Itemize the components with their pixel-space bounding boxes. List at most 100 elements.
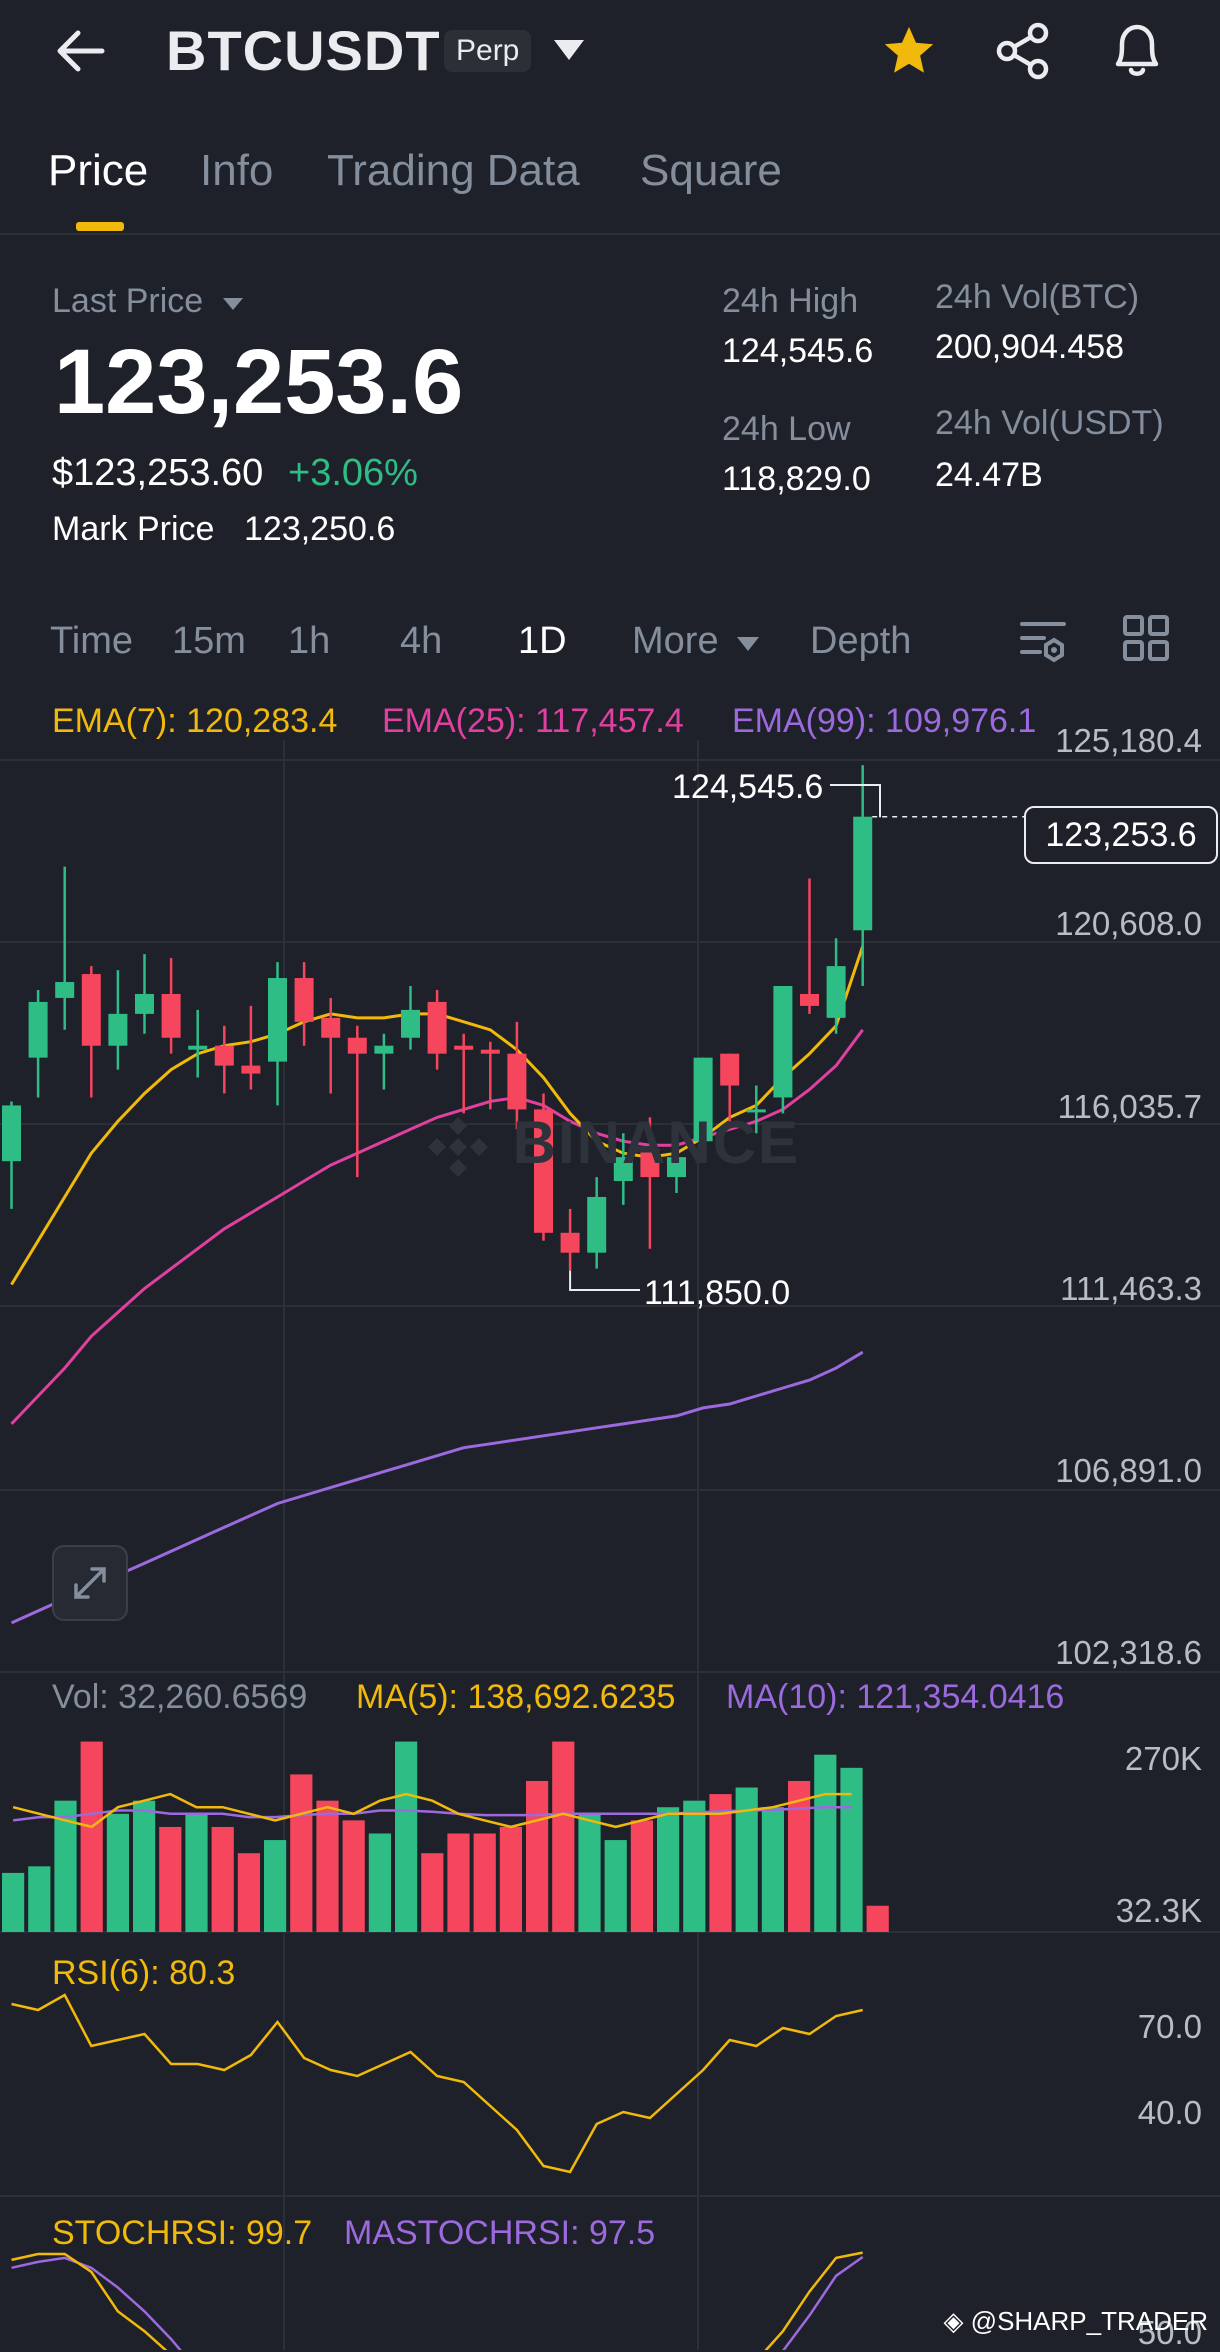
high-annotation: 124,545.6 (672, 768, 824, 806)
symbol-title[interactable]: BTCUSDT (166, 19, 441, 82)
candle-body (28, 1001, 48, 1058)
candle-body (507, 1053, 527, 1110)
volume-bar (526, 1780, 549, 1932)
candle-body (401, 1009, 420, 1038)
price-axis-label: 120,608.0 (1055, 905, 1202, 942)
price-axis-label: 116,035.7 (1057, 1088, 1202, 1125)
ema99-legend: EMA(99): 109,976.1 (732, 702, 1037, 740)
timeframe-time[interactable]: Time (50, 620, 134, 662)
candle-body (587, 1196, 607, 1253)
volume-bar (630, 1820, 653, 1932)
candle-body (214, 1045, 234, 1066)
low-annotation: 111,850.0 (644, 1274, 791, 1312)
timeframe-depth[interactable]: Depth (810, 620, 912, 662)
candle-body (374, 1045, 394, 1054)
rsi-axis-label: 70.0 (1137, 2008, 1202, 2045)
volume-bar (80, 1741, 103, 1932)
candle-body (853, 816, 873, 931)
grid-icon (1123, 615, 1169, 661)
candle-body (560, 1232, 580, 1253)
volume-bar (237, 1853, 260, 1932)
candle-body (294, 978, 314, 1022)
volume-bar (499, 1826, 522, 1932)
volume-bar (2, 1872, 25, 1932)
vol-usdt-label: 24h Vol(USDT) (935, 404, 1164, 442)
volume-bar (421, 1853, 444, 1932)
price-axis-label: 102,318.6 (1055, 1634, 1202, 1671)
alerts-button[interactable] (1108, 20, 1166, 85)
layout-grid-button[interactable] (1122, 614, 1170, 667)
timeframe-15m[interactable]: 15m (172, 620, 246, 662)
timeframe-1d[interactable]: 1D (518, 620, 567, 662)
timeframe-4h[interactable]: 4h (400, 620, 443, 662)
volume-bar (761, 1807, 784, 1932)
candle-body (746, 1109, 766, 1113)
tab-trading-data[interactable]: Trading Data (327, 146, 580, 195)
stochrsi-legend: STOCHRSI: 99.7 (52, 2214, 313, 2252)
vol-btc-label: 24h Vol(BTC) (935, 278, 1140, 316)
mastochrsi-legend: MASTOCHRSI: 97.5 (344, 2214, 656, 2252)
share-icon (996, 22, 1049, 80)
volume-bar (395, 1741, 418, 1932)
mark-price-label: Mark Price (52, 510, 215, 548)
volume-bar (866, 1905, 889, 1932)
tab-info[interactable]: Info (200, 146, 274, 195)
volume-bar (735, 1787, 758, 1932)
high-marker-line (830, 784, 881, 818)
dropdown-triangle-icon (222, 298, 243, 310)
stochrsi-line (11, 2251, 863, 2350)
ma5-legend: MA(5): 138,692.6235 (356, 1678, 676, 1716)
bell-icon (1115, 24, 1159, 76)
expand-chart-button[interactable] (52, 1545, 128, 1621)
vol-legend: Vol: 32,260.6569 (52, 1678, 308, 1716)
volume-bar (788, 1780, 811, 1932)
volume-bar (709, 1794, 732, 1932)
volume-bar (447, 1833, 470, 1932)
candle-body (826, 966, 846, 1018)
low-marker-line (569, 1270, 640, 1291)
volume-bar (28, 1866, 51, 1932)
volume-bar (814, 1754, 837, 1932)
candle-body (773, 986, 793, 1098)
vol-btc-value: 200,904.458 (935, 328, 1125, 366)
price-axis-label: 106,891.0 (1055, 1452, 1202, 1489)
candle-body (534, 1109, 553, 1233)
last-price-selector[interactable]: Last Price (52, 282, 245, 321)
candle-body (81, 974, 101, 1046)
stoch-axis-label: 50.0 (1137, 2314, 1202, 2351)
ma5-line (12, 1792, 852, 1829)
candle-body (268, 978, 287, 1062)
candle-body (2, 1105, 21, 1162)
back-button[interactable] (52, 26, 108, 76)
candle-body (135, 993, 154, 1014)
volume-bar (342, 1820, 365, 1932)
volume-bar (54, 1800, 77, 1932)
volume-bar (264, 1840, 287, 1932)
timeframe-1h[interactable]: 1h (288, 620, 331, 662)
candle-body (55, 982, 75, 998)
watermark-text: BINANCE (512, 1109, 801, 1176)
candle-body (720, 1053, 740, 1086)
symbol-dropdown-button[interactable] (552, 38, 586, 67)
volume-bar (552, 1741, 575, 1932)
tabs-divider (0, 233, 1220, 235)
high-label: 24h High (722, 282, 859, 320)
favorite-button[interactable] (880, 22, 938, 85)
price-axis-label: 111,463.3 (1060, 1270, 1202, 1307)
vol-usdt-value: 24.47B (935, 456, 1043, 494)
tab-square[interactable]: Square (640, 146, 782, 195)
candle-body (613, 1157, 633, 1182)
volume-bar (683, 1800, 706, 1932)
tab-price[interactable]: Price (48, 146, 149, 195)
volume-bar (473, 1833, 496, 1932)
candle-body (454, 1045, 474, 1050)
candle-body (667, 1157, 686, 1178)
price-chart[interactable] (0, 690, 1220, 2350)
timeframe-more[interactable]: More (632, 620, 761, 663)
volume-bar (604, 1840, 627, 1932)
volume-bar (657, 1807, 680, 1932)
rsi-axis-label: 40.0 (1137, 2094, 1202, 2131)
indicator-settings-button[interactable] (1018, 614, 1068, 669)
volume-bar (185, 1813, 208, 1932)
share-button[interactable] (994, 22, 1052, 85)
